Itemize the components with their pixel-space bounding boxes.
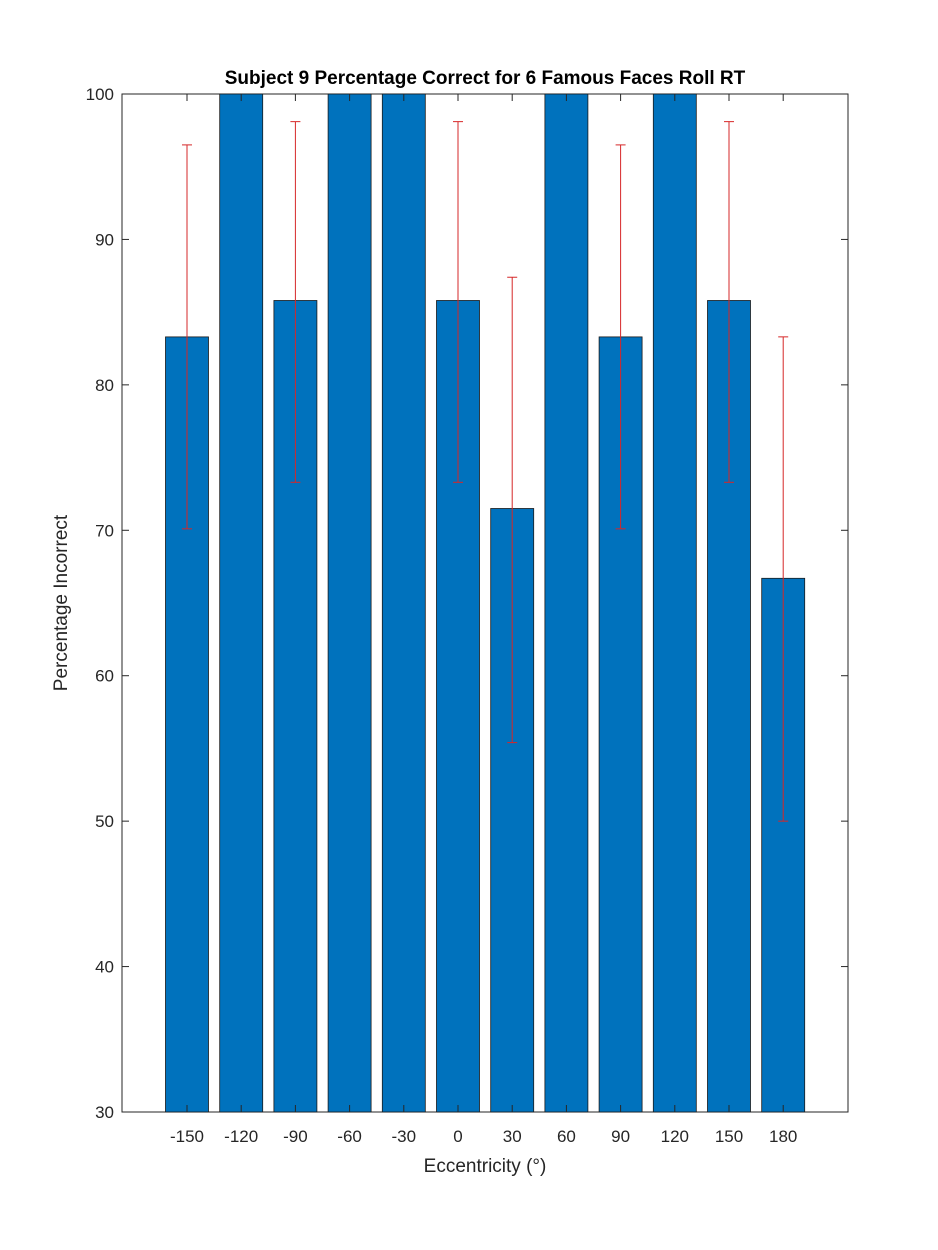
x-tick-label: 0 bbox=[453, 1127, 462, 1146]
x-axis-label: Eccentricity (°) bbox=[424, 1156, 547, 1177]
y-tick-label: 80 bbox=[95, 376, 114, 395]
x-tick-label: 60 bbox=[557, 1127, 576, 1146]
bars-group bbox=[165, 93, 806, 1113]
bar bbox=[544, 93, 589, 1113]
x-tick-label: 90 bbox=[611, 1127, 630, 1146]
y-tick-label: 100 bbox=[86, 85, 114, 104]
y-tick-label: 30 bbox=[95, 1103, 114, 1122]
bar bbox=[652, 93, 697, 1113]
y-tick-label: 50 bbox=[95, 812, 114, 831]
chart-title: Subject 9 Percentage Correct for 6 Famou… bbox=[225, 68, 746, 89]
x-tick-label: -150 bbox=[170, 1127, 204, 1146]
x-tick-label: 120 bbox=[661, 1127, 689, 1146]
x-tick-label: 180 bbox=[769, 1127, 797, 1146]
bar bbox=[219, 93, 264, 1113]
y-tick-label: 40 bbox=[95, 958, 114, 977]
bar bbox=[327, 93, 372, 1113]
y-axis-label: Percentage Incorrect bbox=[51, 514, 72, 691]
y-tick-label: 70 bbox=[95, 521, 114, 540]
x-tick-label: 150 bbox=[715, 1127, 743, 1146]
x-tick-label: -30 bbox=[392, 1127, 417, 1146]
x-tick-label: 30 bbox=[503, 1127, 522, 1146]
x-tick-label: -60 bbox=[337, 1127, 362, 1146]
y-tick-label: 90 bbox=[95, 230, 114, 249]
bar bbox=[381, 93, 426, 1113]
error-bars-group bbox=[182, 121, 789, 822]
y-ticks-group: 30 40 50 60 70 80 90 100 bbox=[86, 85, 848, 1122]
x-tick-label: -120 bbox=[224, 1127, 258, 1146]
x-ticks-group: -150 -120 -90 -60 -30 0 30 60 90 120 150 180 bbox=[170, 94, 797, 1146]
y-tick-label: 60 bbox=[95, 667, 114, 686]
x-tick-label: -90 bbox=[283, 1127, 308, 1146]
